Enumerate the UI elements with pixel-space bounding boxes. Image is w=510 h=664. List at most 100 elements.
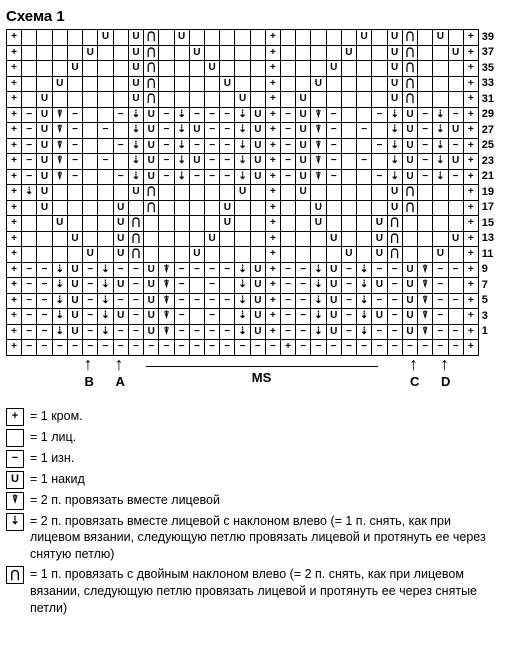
chart-cell	[250, 185, 265, 201]
chart-cell: +	[265, 247, 280, 263]
chart-cell	[311, 45, 326, 61]
chart-cell	[418, 30, 433, 46]
chart-cell	[83, 200, 98, 216]
chart-cell: −	[159, 138, 174, 154]
chart-cell: −	[22, 138, 37, 154]
row-number: 27	[478, 123, 503, 139]
chart-cell: −	[341, 262, 356, 278]
chart-cell	[296, 231, 311, 247]
chart-cell	[311, 92, 326, 108]
chart-cell: −	[326, 123, 341, 139]
chart-cell: ⍒	[311, 123, 326, 139]
chart-cell: −	[113, 293, 128, 309]
chart-cell	[281, 45, 296, 61]
chart-cell: −	[205, 138, 220, 154]
chart-cell: −	[22, 278, 37, 294]
chart-cell: +	[463, 92, 478, 108]
chart-cell	[67, 45, 82, 61]
row-number: 17	[478, 200, 503, 216]
chart-cell: −	[341, 293, 356, 309]
chart-cell	[220, 185, 235, 201]
chart-cell: −	[356, 340, 371, 356]
chart-cell: U	[37, 107, 52, 123]
legend-symbol: U	[6, 471, 24, 489]
chart-cell: ⋂	[402, 30, 417, 46]
chart-cell	[174, 76, 189, 92]
chart-cell	[356, 107, 371, 123]
chart-cell: −	[128, 293, 143, 309]
legend-symbol: ⋂	[6, 566, 24, 584]
chart-cell	[22, 30, 37, 46]
chart-cell	[281, 231, 296, 247]
chart-cell	[98, 76, 113, 92]
chart-cell: U	[402, 123, 417, 139]
chart-cell	[356, 200, 371, 216]
chart-cell: −	[418, 154, 433, 170]
chart-cell: −	[189, 169, 204, 185]
chart-cell: −	[37, 262, 52, 278]
chart-cell	[341, 92, 356, 108]
chart-cell: U	[144, 169, 159, 185]
chart-cell: −	[448, 293, 463, 309]
chart-cell: ⋂	[144, 200, 159, 216]
legend-symbol: ⇣	[6, 513, 24, 531]
chart-cell: +	[463, 247, 478, 263]
chart-cell: +	[463, 123, 478, 139]
legend-text: = 1 накид	[30, 471, 85, 489]
chart-cell	[189, 309, 204, 325]
chart-cell	[250, 45, 265, 61]
chart-cell: +	[7, 138, 22, 154]
chart-cell: U	[387, 92, 402, 108]
chart-cell: ⇣	[387, 107, 402, 123]
chart-cell	[37, 30, 52, 46]
chart-cell	[52, 200, 67, 216]
legend-row: ⍒= 2 п. провязать вместе лицевой	[6, 492, 504, 510]
chart-cell: +	[265, 262, 280, 278]
chart-cell: −	[37, 309, 52, 325]
chart-cell: −	[37, 278, 52, 294]
chart-cell	[418, 185, 433, 201]
chart-cell: ⇣	[235, 278, 250, 294]
chart-cell: U	[387, 61, 402, 77]
chart-cell	[356, 92, 371, 108]
chart-cell	[189, 185, 204, 201]
chart-cell: U	[448, 231, 463, 247]
chart-cell	[113, 185, 128, 201]
chart-cell: ⋂	[402, 76, 417, 92]
chart-cell: +	[265, 309, 280, 325]
chart-cell	[189, 61, 204, 77]
chart-cell	[67, 30, 82, 46]
chart-cell: U	[83, 247, 98, 263]
chart-cell: −	[174, 340, 189, 356]
chart-cell	[113, 61, 128, 77]
chart-cell: ⇣	[235, 309, 250, 325]
chart-cell	[83, 138, 98, 154]
chart-cell	[83, 123, 98, 139]
chart-cell: ⇣	[174, 138, 189, 154]
chart-cell	[67, 76, 82, 92]
chart-cell	[281, 92, 296, 108]
chart-cell: −	[387, 293, 402, 309]
chart-cell: −	[128, 340, 143, 356]
chart-cell: −	[281, 262, 296, 278]
chart-cell: −	[235, 340, 250, 356]
chart-cell: +	[463, 107, 478, 123]
chart-cell	[235, 200, 250, 216]
chart-cell: +	[265, 278, 280, 294]
chart-cell	[113, 45, 128, 61]
chart-cell: ⋂	[128, 247, 143, 263]
chart-cell: +	[463, 309, 478, 325]
chart-cell: −	[448, 138, 463, 154]
chart-cell: +	[7, 123, 22, 139]
chart-cell	[37, 45, 52, 61]
chart-cell	[311, 61, 326, 77]
chart-cell	[174, 247, 189, 263]
chart-cell: ⍒	[52, 138, 67, 154]
chart-cell	[356, 185, 371, 201]
chart-cell: +	[463, 293, 478, 309]
chart-cell: ⇣	[52, 262, 67, 278]
chart-cell: ⇣	[98, 293, 113, 309]
chart-cell	[205, 247, 220, 263]
chart-cell	[220, 309, 235, 325]
chart-cell: −	[98, 154, 113, 170]
